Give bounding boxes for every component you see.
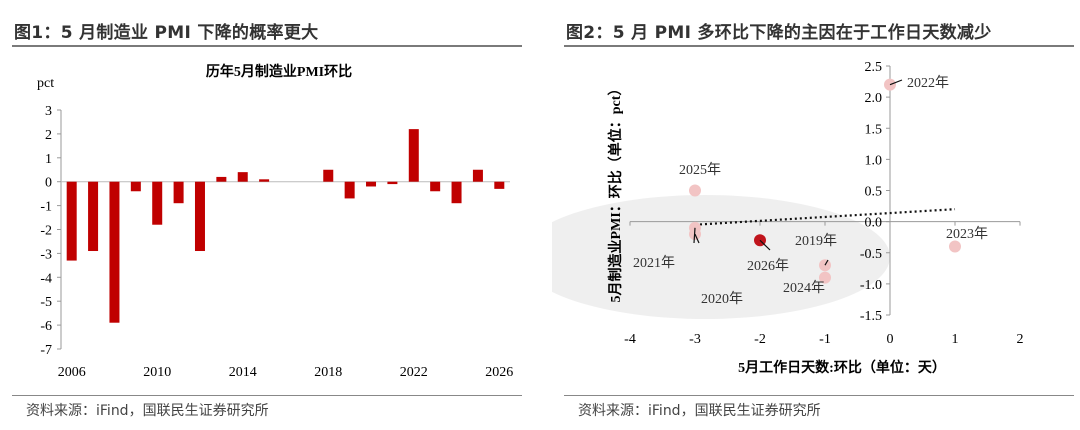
bar-2010 [152, 181, 163, 225]
x-tick-label: 2 [1017, 332, 1024, 347]
x-tick-label: 0 [887, 332, 894, 347]
scatter-chart: -4 -3 -2 -1 0 1 2 2.5 2.0 1.5 1.0 0.5 0.0 -0.5 -1.0 -1.… [552, 60, 1024, 376]
bar-2011 [173, 181, 184, 204]
y-tick-label: -3 [40, 247, 52, 262]
bar-2009 [130, 181, 141, 192]
leader-line [693, 227, 696, 244]
leader-line [889, 79, 903, 86]
y-tick-label: 0.5 [865, 185, 883, 200]
y-tick-label: -1.0 [860, 278, 882, 293]
point-label: 2021年 [633, 255, 675, 271]
point-label: 2026年 [747, 258, 789, 274]
y-tick-label: -4 [40, 271, 52, 286]
y-tick-label: -1 [40, 200, 52, 215]
y-tick-label: -2 [40, 224, 52, 239]
point-label: 2019年 [795, 233, 837, 249]
y-tick-label: -1.5 [860, 309, 882, 324]
x-tick-label: -3 [689, 332, 701, 347]
source-note: 资料来源：iFind，国联民生证券研究所 [578, 403, 821, 419]
source-divider [12, 395, 522, 396]
point-2024年 [819, 271, 831, 284]
x-tick-label: -2 [754, 332, 766, 347]
y-tick-label: 2.0 [865, 91, 883, 106]
point-label: 2023年 [946, 226, 988, 242]
source-note: 资料来源：iFind，国联民生证券研究所 [26, 403, 269, 419]
leader-line [824, 259, 829, 266]
bar-2020 [366, 181, 377, 187]
bar-2008 [109, 181, 120, 323]
bar-2018 [323, 169, 334, 182]
y-axis-title: 5月制造业PMI：环比（单位：pct） [607, 82, 624, 303]
point-label: 2022年 [907, 75, 949, 91]
x-tick-label: 1 [952, 332, 959, 347]
leader-line [694, 233, 700, 244]
leader-line [759, 239, 771, 251]
point-label: 2020年 [701, 291, 743, 307]
bar-2022 [408, 129, 419, 182]
x-tick-label: -1 [819, 332, 831, 347]
panel-left: 图1：5 月制造业 PMI 下降的概率更大 历年5月制造业PMI环比 pct -7 -… [0, 0, 528, 430]
bar-2019 [344, 181, 355, 199]
bar-chart: 历年5月制造业PMI环比 pct -7 -6 -5 -4 -3 -2 -1 0 1 2 3 2006 201… [37, 63, 513, 380]
y-tick-label: -0.5 [860, 247, 882, 262]
x-tick-label: 2010 [143, 365, 171, 380]
bar-2025 [472, 169, 483, 182]
point-2023年 [949, 240, 961, 253]
y-tick-label: -6 [40, 319, 52, 334]
source-divider [564, 395, 1074, 396]
bar-2021 [387, 181, 398, 185]
x-tick-label: 2026 [485, 365, 513, 380]
bar-2012 [194, 181, 205, 252]
bar-2014 [237, 172, 248, 182]
bar-2006 [66, 181, 77, 261]
panel-title: 图2：5 月 PMI 多环比下降的主因在于工作日天数减少 [566, 23, 992, 43]
y-tick-label: -7 [40, 343, 52, 358]
chart-title: 历年5月制造业PMI环比 [206, 63, 352, 80]
title-divider [564, 45, 1074, 47]
trendline [694, 208, 956, 226]
y-axis-unit: pct [37, 76, 54, 91]
x-tick-label: -4 [624, 332, 636, 347]
point-2025年 [689, 184, 701, 197]
panel-title: 图1：5 月制造业 PMI 下降的概率更大 [14, 23, 319, 43]
x-tick-label: 2014 [229, 365, 257, 380]
y-tick-label: 0 [45, 176, 52, 191]
bar-2013 [216, 176, 227, 182]
x-tick-label: 2022 [400, 365, 428, 380]
y-tick-label: 1 [45, 152, 52, 167]
point-label: 2024年 [783, 280, 825, 296]
bar-2023 [430, 181, 441, 192]
y-tick-label: 2 [45, 128, 52, 143]
bar-2026 [494, 181, 505, 189]
bar-2024 [451, 181, 462, 204]
point-label: 2025年 [679, 162, 721, 178]
y-tick-label: 3 [45, 104, 52, 119]
bar-2015 [259, 179, 270, 182]
bar-2007 [88, 181, 99, 252]
title-divider [12, 45, 522, 47]
x-tick-label: 2018 [314, 365, 342, 380]
y-tick-label: 0.0 [865, 216, 883, 231]
y-tick-label: 2.5 [865, 60, 883, 75]
x-axis-title: 5月工作日天数:环比（单位：天） [738, 359, 946, 376]
x-tick-label: 2006 [58, 365, 86, 380]
y-tick-label: -5 [40, 295, 52, 310]
y-tick-label: 1.5 [865, 122, 883, 137]
y-tick-label: 1.0 [865, 153, 883, 168]
cluster-highlight-ellipse [552, 195, 890, 319]
panel-right: 图2：5 月 PMI 多环比下降的主因在于工作日天数减少 -4 -3 -2 -1 0 1 2… [552, 0, 1080, 430]
